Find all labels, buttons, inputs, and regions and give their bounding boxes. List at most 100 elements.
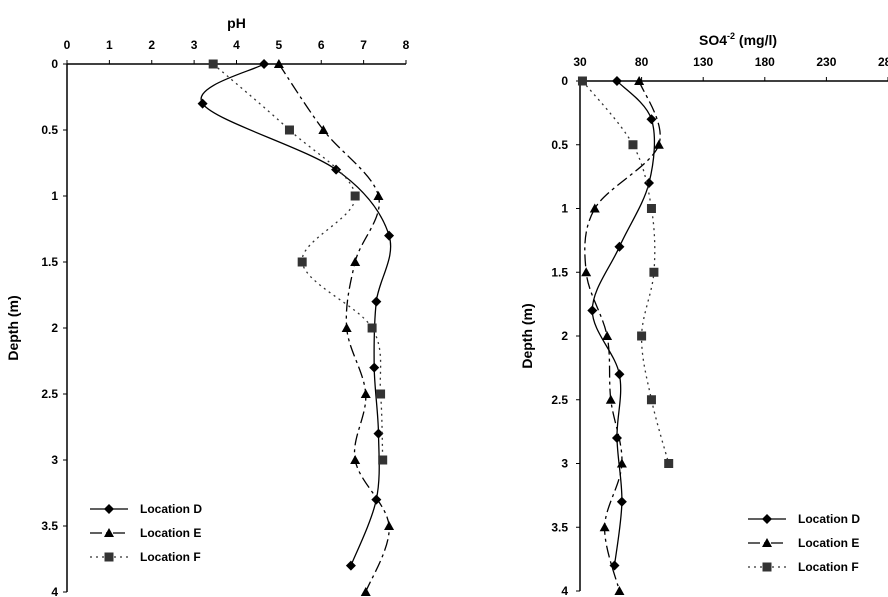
plot-area: [577, 76, 674, 595]
y-tick-label: 1.5: [41, 255, 58, 269]
y-tick-label: 0: [561, 74, 568, 88]
y-tick-label: 2.5: [551, 393, 568, 407]
data-point: [318, 125, 329, 134]
legend-marker: [104, 552, 114, 562]
data-point: [384, 230, 395, 241]
data-point: [589, 203, 600, 213]
x-tick-label: 6: [318, 38, 325, 52]
x-tick-label: 30: [573, 55, 587, 69]
x-tick-label: 280: [878, 55, 888, 69]
y-tick-label: 3: [51, 453, 58, 467]
x-tick-label: 1: [106, 38, 113, 52]
data-point: [646, 204, 656, 213]
x-axis-title: pH: [227, 15, 246, 31]
data-point: [587, 305, 598, 316]
data-point: [605, 394, 616, 404]
series-line: [591, 80, 656, 566]
x-tick-label: 2: [148, 38, 155, 52]
data-point: [643, 178, 654, 188]
ph-depth-chart: 0 1 2 3 4 5 6 7 8 0 0.5 1 1.5 2 2.5 3 3.5 4 pH Depth (m) Loc…: [5, 15, 410, 597]
y-tick-label: 1: [561, 202, 568, 216]
data-point: [208, 59, 218, 69]
y-tick-label: 4: [51, 585, 58, 597]
data-point: [259, 59, 270, 69]
data-point: [350, 455, 361, 464]
data-point: [599, 522, 610, 532]
y-tick-label: 4: [561, 584, 568, 597]
x-axis-title-superscript: -2: [727, 31, 735, 41]
data-point: [581, 267, 592, 277]
data-point: [371, 296, 382, 307]
data-point: [646, 395, 656, 405]
data-point: [360, 587, 371, 596]
y-tick-label: 0: [51, 57, 58, 71]
data-point: [284, 125, 294, 135]
plot-area: [197, 59, 395, 596]
x-axis-title: SO4-2 (mg/l): [699, 31, 777, 48]
data-point: [614, 586, 625, 595]
data-point: [345, 560, 356, 571]
data-point: [197, 98, 208, 109]
x-tick-label: 5: [276, 38, 283, 52]
y-tick-label: 0.5: [551, 138, 568, 152]
y-tick-label: 2.5: [41, 387, 58, 401]
legend-marker: [762, 538, 772, 547]
y-tick-label: 3: [561, 457, 568, 471]
series-line: [584, 80, 661, 592]
data-point: [350, 257, 361, 266]
x-tick-label: 180: [755, 55, 775, 69]
x-tick-label: 7: [360, 38, 367, 52]
data-point: [602, 331, 613, 340]
x-tick-label: 130: [693, 55, 713, 69]
data-point: [360, 389, 371, 398]
legend: Location D Location E Location F: [90, 502, 202, 564]
legend-marker: [104, 504, 114, 514]
data-point: [637, 331, 647, 341]
y-tick-label: 2: [51, 321, 58, 335]
data-point: [646, 114, 657, 125]
data-point: [331, 164, 342, 175]
data-point: [634, 76, 645, 85]
x-tick-label: 230: [816, 55, 836, 69]
data-point: [616, 458, 627, 468]
data-point: [378, 455, 388, 465]
y-tick-label: 0.5: [41, 123, 58, 137]
y-tick-label: 2: [561, 329, 568, 343]
data-point: [373, 428, 384, 439]
legend-marker: [762, 514, 772, 524]
data-point: [297, 257, 307, 267]
legend-label: Location E: [140, 526, 201, 540]
sulfate-depth-chart: 30 80 130 180 230 280 0 0.5 1 1.5 2 2.5 3 3.5 4 SO4-2 (…: [519, 31, 888, 597]
data-point: [273, 59, 284, 68]
data-point: [367, 323, 377, 333]
y-tick-label: 1.5: [551, 265, 568, 279]
data-point: [628, 140, 638, 150]
data-point: [350, 191, 360, 201]
x-tick-label: 8: [403, 38, 410, 52]
legend-marker: [104, 528, 114, 537]
data-point: [577, 76, 587, 86]
y-tick-label: 3.5: [551, 520, 568, 534]
data-point: [664, 459, 674, 468]
data-point: [611, 76, 622, 86]
x-axis-title-units: (mg/l): [735, 32, 777, 48]
y-axis-title: Depth (m): [5, 295, 21, 360]
legend-marker: [762, 562, 772, 572]
legend: Location D Location E Location F: [748, 512, 860, 574]
y-tick-label: 3.5: [41, 519, 58, 533]
data-point: [609, 560, 620, 571]
data-point: [614, 369, 625, 380]
legend-label: Location D: [798, 512, 860, 526]
data-point: [369, 362, 380, 373]
x-tick-label: 4: [233, 38, 240, 52]
data-point: [616, 496, 627, 507]
x-tick-label: 3: [191, 38, 198, 52]
y-tick-label: 1: [51, 189, 58, 203]
x-tick-label: 80: [635, 55, 649, 69]
data-point: [341, 323, 352, 332]
x-tick-label: 0: [64, 38, 71, 52]
data-point: [384, 521, 395, 530]
series-line: [200, 63, 392, 566]
data-point: [614, 241, 625, 252]
